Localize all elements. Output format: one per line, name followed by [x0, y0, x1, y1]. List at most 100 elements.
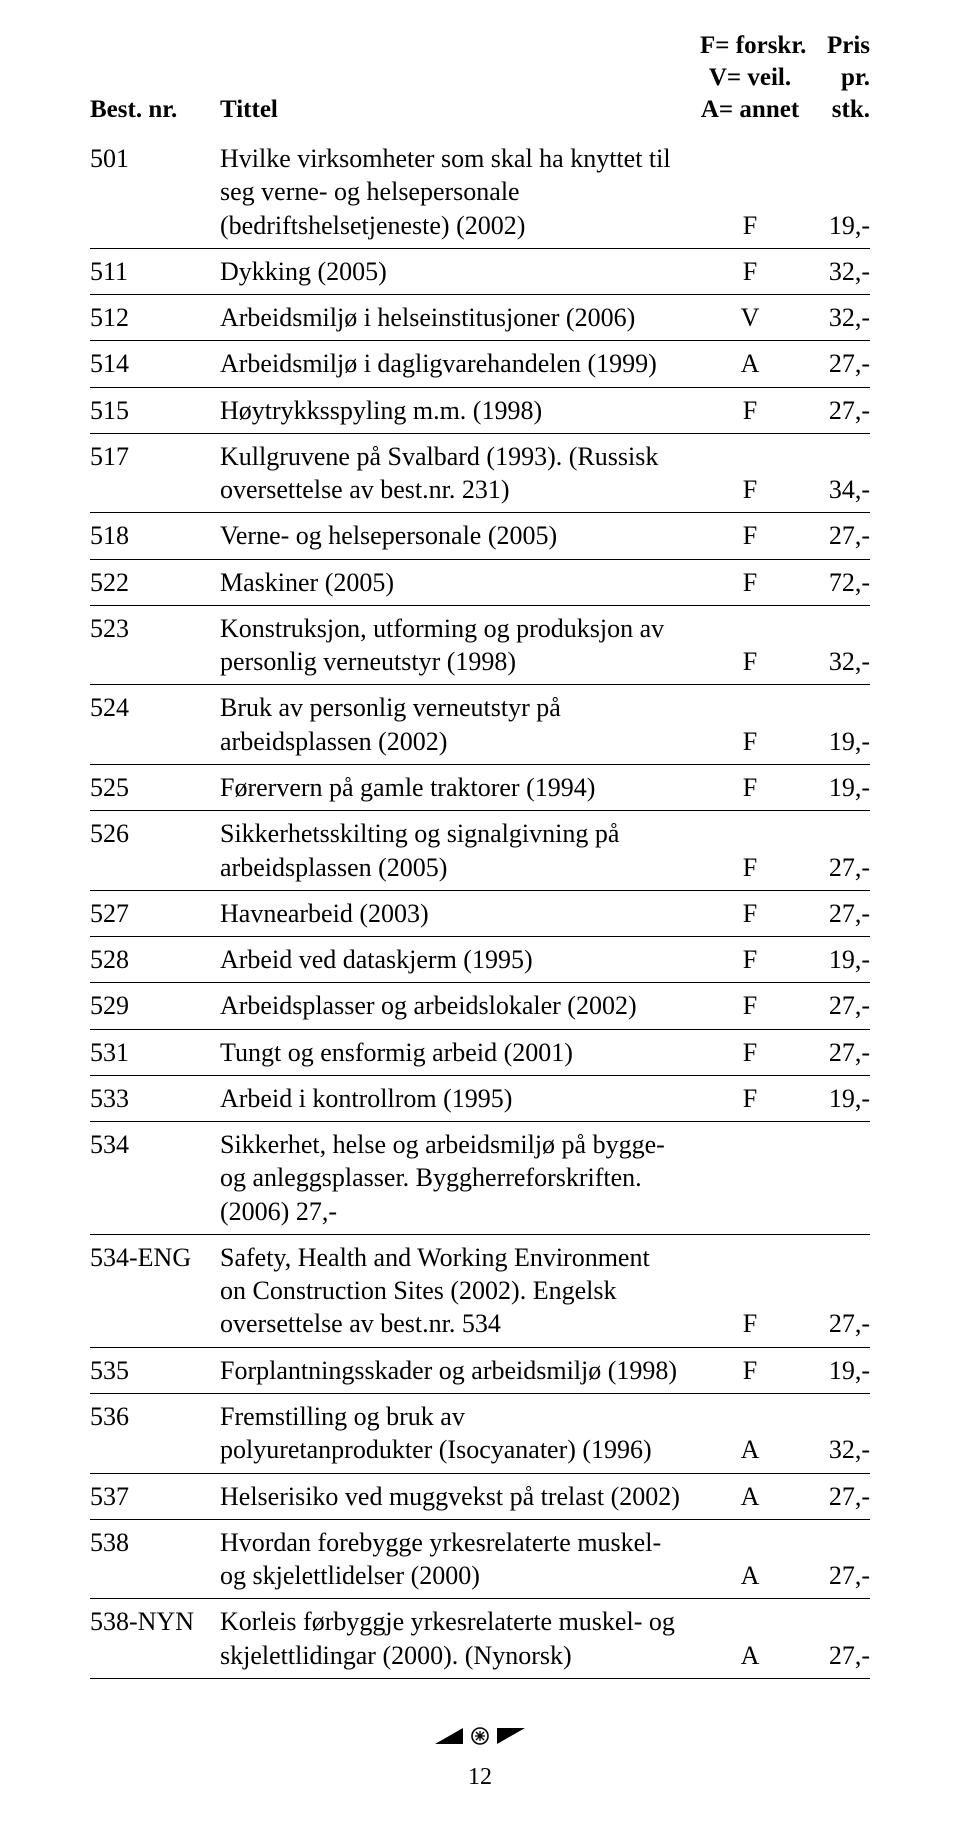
cell-bestnr: 534-ENG — [90, 1234, 220, 1347]
page-number: 12 — [90, 1762, 870, 1793]
col-header-pris: Prispr.stk. — [800, 30, 870, 136]
cell-tittel: Tungt og ensformig arbeid (2001) — [220, 1029, 700, 1075]
cell-price — [800, 1122, 870, 1235]
cell-bestnr: 518 — [90, 513, 220, 559]
cell-type: F — [700, 1029, 800, 1075]
table-row: 527Havnearbeid (2003)F27,- — [90, 890, 870, 936]
publications-table: Best. nr. Tittel F= forskr.V= veil.A= an… — [90, 30, 870, 1679]
page-footer: 12 — [90, 1721, 870, 1793]
cell-tittel: Hvordan forebygge yrkesrelaterte muskel-… — [220, 1519, 700, 1599]
cell-bestnr: 525 — [90, 764, 220, 810]
table-row: 538-NYNKorleis førbyggje yrkesrelaterte … — [90, 1599, 870, 1679]
cell-bestnr: 533 — [90, 1075, 220, 1121]
cell-bestnr: 517 — [90, 433, 220, 513]
cell-tittel: Helserisiko ved muggvekst på trelast (20… — [220, 1473, 700, 1519]
cell-price: 32,- — [800, 605, 870, 685]
cell-bestnr: 526 — [90, 811, 220, 891]
table-row: 531Tungt og ensformig arbeid (2001)F27,- — [90, 1029, 870, 1075]
table-row: 526Sikkerhetsskilting og signalgivning p… — [90, 811, 870, 891]
table-row: 536Fremstilling og bruk av polyuretanpro… — [90, 1393, 870, 1473]
table-row: 524Bruk av personlig verneutstyr på arbe… — [90, 685, 870, 765]
cell-type: A — [700, 341, 800, 387]
cell-price: 32,- — [800, 1393, 870, 1473]
cell-price: 19,- — [800, 136, 870, 248]
cell-bestnr: 535 — [90, 1347, 220, 1393]
table-row: 534Sikkerhet, helse og arbeidsmiljø på b… — [90, 1122, 870, 1235]
cell-tittel: Førervern på gamle traktorer (1994) — [220, 764, 700, 810]
table-row: 535Forplantningsskader og arbeidsmiljø (… — [90, 1347, 870, 1393]
cell-tittel: Verne- og helsepersonale (2005) — [220, 513, 700, 559]
table-row: 537Helserisiko ved muggvekst på trelast … — [90, 1473, 870, 1519]
cell-type: F — [700, 937, 800, 983]
cell-tittel: Kullgruvene på Svalbard (1993). (Russisk… — [220, 433, 700, 513]
cell-tittel: Høytrykksspyling m.m. (1998) — [220, 387, 700, 433]
cell-price: 27,- — [800, 341, 870, 387]
table-row: 538Hvordan forebygge yrkesrelaterte musk… — [90, 1519, 870, 1599]
footer-ornament-icon — [435, 1723, 525, 1752]
cell-type: F — [700, 433, 800, 513]
cell-tittel: Fremstilling og bruk av polyuretanproduk… — [220, 1393, 700, 1473]
cell-price: 19,- — [800, 685, 870, 765]
cell-tittel: Havnearbeid (2003) — [220, 890, 700, 936]
col-header-bestnr: Best. nr. — [90, 30, 220, 136]
cell-bestnr: 536 — [90, 1393, 220, 1473]
table-row: 511Dykking (2005)F32,- — [90, 248, 870, 294]
cell-tittel: Arbeidsmiljø i dagligvarehandelen (1999) — [220, 341, 700, 387]
cell-price: 27,- — [800, 1599, 870, 1679]
cell-type: F — [700, 811, 800, 891]
cell-bestnr: 512 — [90, 295, 220, 341]
table-header-row: Best. nr. Tittel F= forskr.V= veil.A= an… — [90, 30, 870, 136]
col-header-type: F= forskr.V= veil.A= annet — [700, 30, 800, 136]
cell-bestnr: 531 — [90, 1029, 220, 1075]
cell-tittel: Arbeid ved dataskjerm (1995) — [220, 937, 700, 983]
cell-price: 19,- — [800, 1075, 870, 1121]
cell-price: 27,- — [800, 811, 870, 891]
col-header-tittel: Tittel — [220, 30, 700, 136]
cell-price: 27,- — [800, 983, 870, 1029]
cell-bestnr: 524 — [90, 685, 220, 765]
cell-bestnr: 528 — [90, 937, 220, 983]
cell-type: F — [700, 890, 800, 936]
cell-type: F — [700, 248, 800, 294]
table-row: 512Arbeidsmiljø i helseinstitusjoner (20… — [90, 295, 870, 341]
cell-type: F — [700, 1075, 800, 1121]
cell-price: 72,- — [800, 559, 870, 605]
cell-tittel: Maskiner (2005) — [220, 559, 700, 605]
cell-type: F — [700, 685, 800, 765]
cell-price: 27,- — [800, 890, 870, 936]
cell-bestnr: 529 — [90, 983, 220, 1029]
cell-tittel: Dykking (2005) — [220, 248, 700, 294]
cell-type: F — [700, 764, 800, 810]
table-row: 534-ENGSafety, Health and Working Enviro… — [90, 1234, 870, 1347]
table-row: 533Arbeid i kontrollrom (1995)F19,- — [90, 1075, 870, 1121]
cell-type: A — [700, 1473, 800, 1519]
cell-bestnr: 523 — [90, 605, 220, 685]
cell-price: 27,- — [800, 513, 870, 559]
cell-type: F — [700, 513, 800, 559]
cell-type: F — [700, 559, 800, 605]
cell-tittel: Hvilke virksomheter som skal ha knyttet … — [220, 136, 700, 248]
cell-type: A — [700, 1599, 800, 1679]
cell-type: F — [700, 605, 800, 685]
cell-price: 19,- — [800, 764, 870, 810]
cell-tittel: Arbeidsplasser og arbeidslokaler (2002) — [220, 983, 700, 1029]
table-row: 528Arbeid ved dataskjerm (1995)F19,- — [90, 937, 870, 983]
cell-bestnr: 527 — [90, 890, 220, 936]
cell-price: 32,- — [800, 248, 870, 294]
table-row: 525Førervern på gamle traktorer (1994)F1… — [90, 764, 870, 810]
cell-price: 19,- — [800, 1347, 870, 1393]
cell-type: F — [700, 387, 800, 433]
cell-price: 27,- — [800, 1519, 870, 1599]
cell-type: F — [700, 1234, 800, 1347]
cell-bestnr: 515 — [90, 387, 220, 433]
cell-tittel: Safety, Health and Working Environment o… — [220, 1234, 700, 1347]
cell-price: 27,- — [800, 387, 870, 433]
cell-price: 27,- — [800, 1234, 870, 1347]
table-row: 522Maskiner (2005)F72,- — [90, 559, 870, 605]
cell-type: F — [700, 1347, 800, 1393]
cell-bestnr: 501 — [90, 136, 220, 248]
cell-bestnr: 537 — [90, 1473, 220, 1519]
cell-type: V — [700, 295, 800, 341]
cell-bestnr: 534 — [90, 1122, 220, 1235]
cell-type: F — [700, 983, 800, 1029]
